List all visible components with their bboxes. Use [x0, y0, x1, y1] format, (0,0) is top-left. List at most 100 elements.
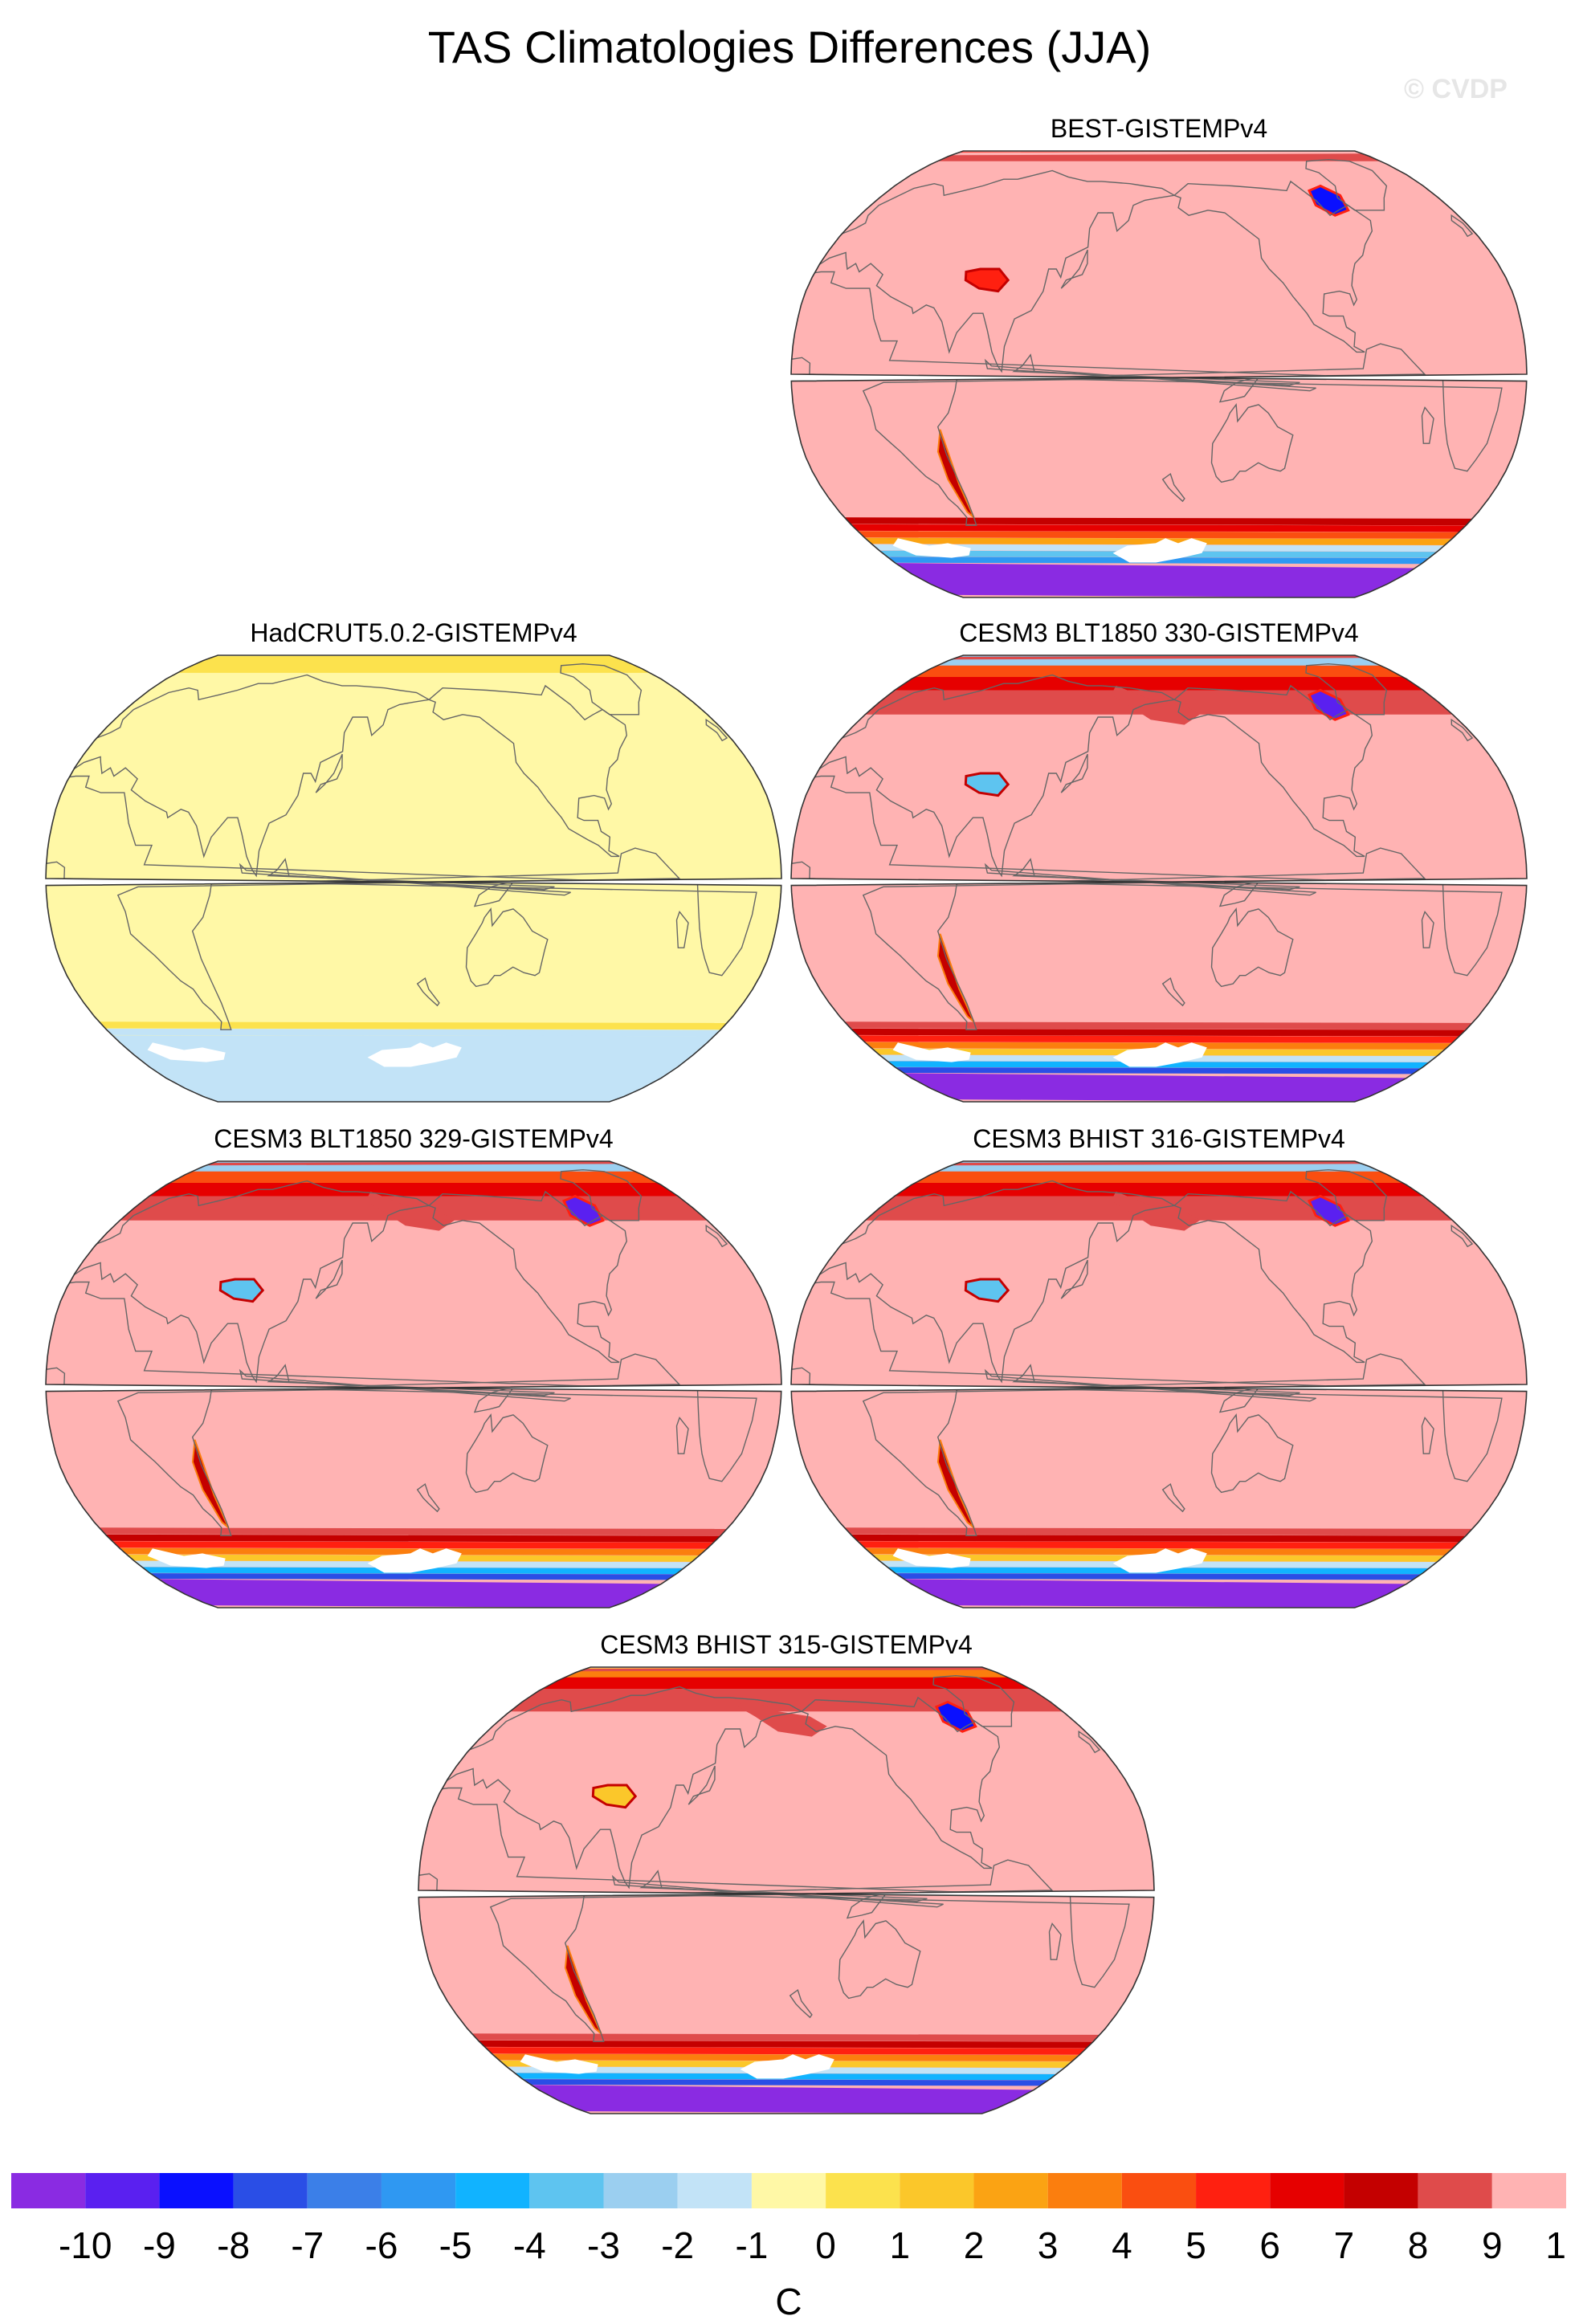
coastline-australia — [465, 907, 549, 988]
southern-band — [851, 524, 1467, 532]
colorbar-box — [826, 2173, 900, 2208]
coastline-nz — [1161, 1482, 1185, 1513]
arctic-band — [206, 655, 617, 660]
coastline-new-guinea — [473, 1386, 516, 1413]
southern-band — [857, 1541, 1459, 1549]
coastline-africa — [791, 271, 1503, 472]
coastline-north-america — [1173, 684, 1373, 858]
coastline-australia — [1210, 1413, 1294, 1494]
southern-band — [484, 2047, 1087, 2055]
coastline-uk — [1450, 214, 1474, 238]
coastline-new-guinea — [473, 880, 516, 907]
coastline-north-america — [800, 1696, 1001, 1869]
colorbar-tick-label: -10 — [59, 2224, 112, 2266]
southern-band — [864, 537, 1452, 545]
southern-band — [105, 1534, 721, 1543]
colorbar-box — [677, 2173, 752, 2208]
missing-data-region — [520, 2054, 598, 2074]
colorbar-unit: C — [775, 2281, 802, 2318]
colorbar-box — [11, 2173, 86, 2208]
colorbar-tick-label: 2 — [964, 2224, 985, 2266]
tibet-anomaly — [964, 1278, 1010, 1303]
colorbar-tick-label: -8 — [217, 2224, 250, 2266]
map-outline — [45, 1160, 782, 1608]
southern-band — [857, 1035, 1459, 1043]
coastline-sumatra — [239, 1368, 571, 1402]
southern-band — [864, 1042, 1452, 1050]
southern-band — [99, 1021, 727, 1030]
colorbar-tick-label: -5 — [439, 2224, 472, 2266]
map-outline — [790, 654, 1528, 1103]
southern-band — [851, 1534, 1467, 1543]
coastline-uk — [705, 718, 728, 742]
tibet-anomaly — [964, 267, 1010, 293]
map-outline — [790, 1160, 1528, 1608]
coastline-greenland — [1305, 1168, 1388, 1221]
antarctic-field — [895, 563, 1415, 597]
coastline-nz — [1161, 472, 1185, 503]
colorbar-box — [1418, 2173, 1492, 2208]
coastline-greenland — [1305, 158, 1388, 211]
coastline-greenland — [560, 663, 643, 716]
coastline-eurasia — [797, 674, 1177, 878]
coastline-uk — [1450, 718, 1474, 742]
panel-title: BEST-GISTEMPv4 — [1050, 114, 1268, 143]
colorbar-box — [233, 2173, 308, 2208]
coastline-sumatra — [239, 862, 571, 896]
figure-title: TAS Climatologies Differences (JJA) — [427, 22, 1152, 72]
colorbar-box — [1344, 2173, 1418, 2208]
southern-band — [471, 2033, 1100, 2042]
coastline-sumatra — [611, 1874, 944, 1908]
hudson-cold-anomaly — [561, 1194, 605, 1227]
panel-title: HadCRUT5.0.2-GISTEMPv4 — [250, 618, 577, 647]
tibet-anomaly — [218, 1278, 265, 1303]
arctic-band — [509, 1689, 1063, 1712]
missing-data-region — [147, 1548, 226, 1568]
colorbar-tick-label: -2 — [661, 2224, 694, 2266]
tibet-anomaly — [964, 772, 1010, 797]
coastline-madagascar — [1421, 1416, 1434, 1454]
hudson-cold-anomaly — [934, 1700, 977, 1733]
hudson-cold-anomaly — [1307, 688, 1350, 721]
colorbar-tick-label: 7 — [1334, 2224, 1355, 2266]
panel-title: CESM3 BHIST 315-GISTEMPv4 — [600, 1630, 973, 1659]
missing-data-region — [367, 1042, 462, 1067]
coastline-nz — [416, 976, 440, 1007]
colorbar-box — [973, 2173, 1048, 2208]
southern-band — [864, 1547, 1452, 1555]
coastline-madagascar — [1048, 1922, 1062, 1960]
panel-bhist-315: CESM3 BHIST 315-GISTEMPv4 — [413, 1630, 1160, 2114]
colorbar-box — [1196, 2173, 1271, 2208]
coastline-australia — [1210, 403, 1294, 483]
coastline-north-america — [1173, 1190, 1373, 1364]
colorbar-tick-label: 1 — [890, 2224, 911, 2266]
southern-band — [844, 1021, 1472, 1030]
southern-band — [112, 1541, 714, 1549]
map-hadcrut — [45, 654, 782, 1103]
colorbar-tick-label: 8 — [1408, 2224, 1429, 2266]
missing-data-region — [367, 1548, 462, 1573]
coastline-africa — [46, 1281, 757, 1482]
coastline-eurasia — [424, 1686, 804, 1890]
colorbar-box — [1491, 2173, 1566, 2208]
map-bhist-315 — [418, 1666, 1155, 2114]
coastline-uk — [1450, 1224, 1474, 1248]
andes-anomaly — [564, 1945, 602, 2035]
coastline-africa — [46, 775, 757, 976]
antarctic-field — [904, 1579, 1407, 1608]
arctic-band — [177, 657, 651, 673]
andes-anomaly — [191, 1439, 230, 1529]
coastline-nz — [1161, 976, 1185, 1007]
southern-band — [857, 531, 1459, 539]
panel-bhist-316: CESM3 BHIST 316-GISTEMPv4 — [785, 1124, 1532, 1608]
coastline-eurasia — [51, 674, 431, 878]
coastline-africa — [418, 1787, 1130, 1988]
coastline-sumatra — [984, 1368, 1316, 1402]
antarctic-field — [531, 2085, 1034, 2114]
missing-data-region — [892, 1548, 971, 1568]
map-blt1850-329 — [45, 1160, 782, 1608]
colorbar-tick-label: 9 — [1482, 2224, 1503, 2266]
coastline-new-guinea — [846, 1892, 888, 1919]
panel-title: CESM3 BLT1850 330-GISTEMPv4 — [959, 618, 1359, 647]
coastline-japan — [315, 1259, 343, 1299]
